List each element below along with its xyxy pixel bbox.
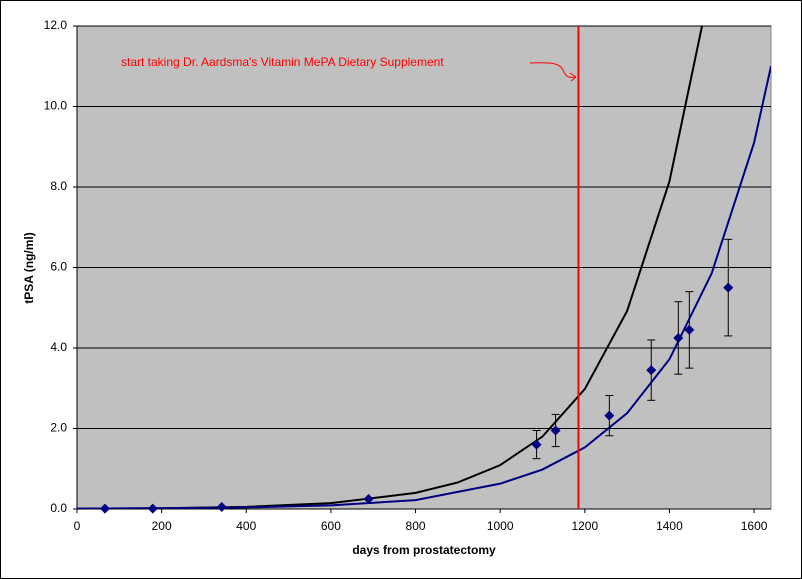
annotation: start taking Dr. Aardsma's Vitamin MePA … <box>121 55 444 69</box>
y-tick-label: 6.0 <box>50 260 67 274</box>
y-axis-label: tPSA (ng/ml) <box>22 232 36 304</box>
data-point <box>684 324 695 335</box>
fit-curve <box>77 66 771 509</box>
annotation-arrow <box>529 62 577 78</box>
x-tick-label: 1600 <box>741 519 768 533</box>
x-tick-label: 800 <box>406 519 426 533</box>
x-axis-label: days from prostatectomy <box>352 543 496 557</box>
data-point <box>99 503 110 514</box>
x-tick-label: 0 <box>74 519 81 533</box>
x-tick-label: 200 <box>152 519 172 533</box>
data-point <box>646 365 657 376</box>
y-tick-label: 10.0 <box>44 99 68 113</box>
y-tick-label: 8.0 <box>50 179 67 193</box>
y-tick-label: 4.0 <box>50 340 67 354</box>
x-tick-label: 600 <box>321 519 341 533</box>
data-point <box>216 501 227 512</box>
data-point <box>147 503 158 514</box>
data-point <box>363 493 374 504</box>
data-point <box>531 439 542 450</box>
x-tick-label: 400 <box>236 519 256 533</box>
x-tick-label: 1400 <box>656 519 683 533</box>
x-tick-label: 1200 <box>571 519 598 533</box>
y-tick-label: 2.0 <box>50 421 67 435</box>
y-tick-label: 12.0 <box>44 18 68 32</box>
data-point <box>673 332 684 343</box>
data-point <box>604 410 615 421</box>
y-tick-label: 0.0 <box>50 501 67 515</box>
data-point <box>550 425 561 436</box>
x-tick-label: 1000 <box>487 519 514 533</box>
data-point <box>723 282 734 293</box>
annotation-arrowhead <box>569 72 577 82</box>
